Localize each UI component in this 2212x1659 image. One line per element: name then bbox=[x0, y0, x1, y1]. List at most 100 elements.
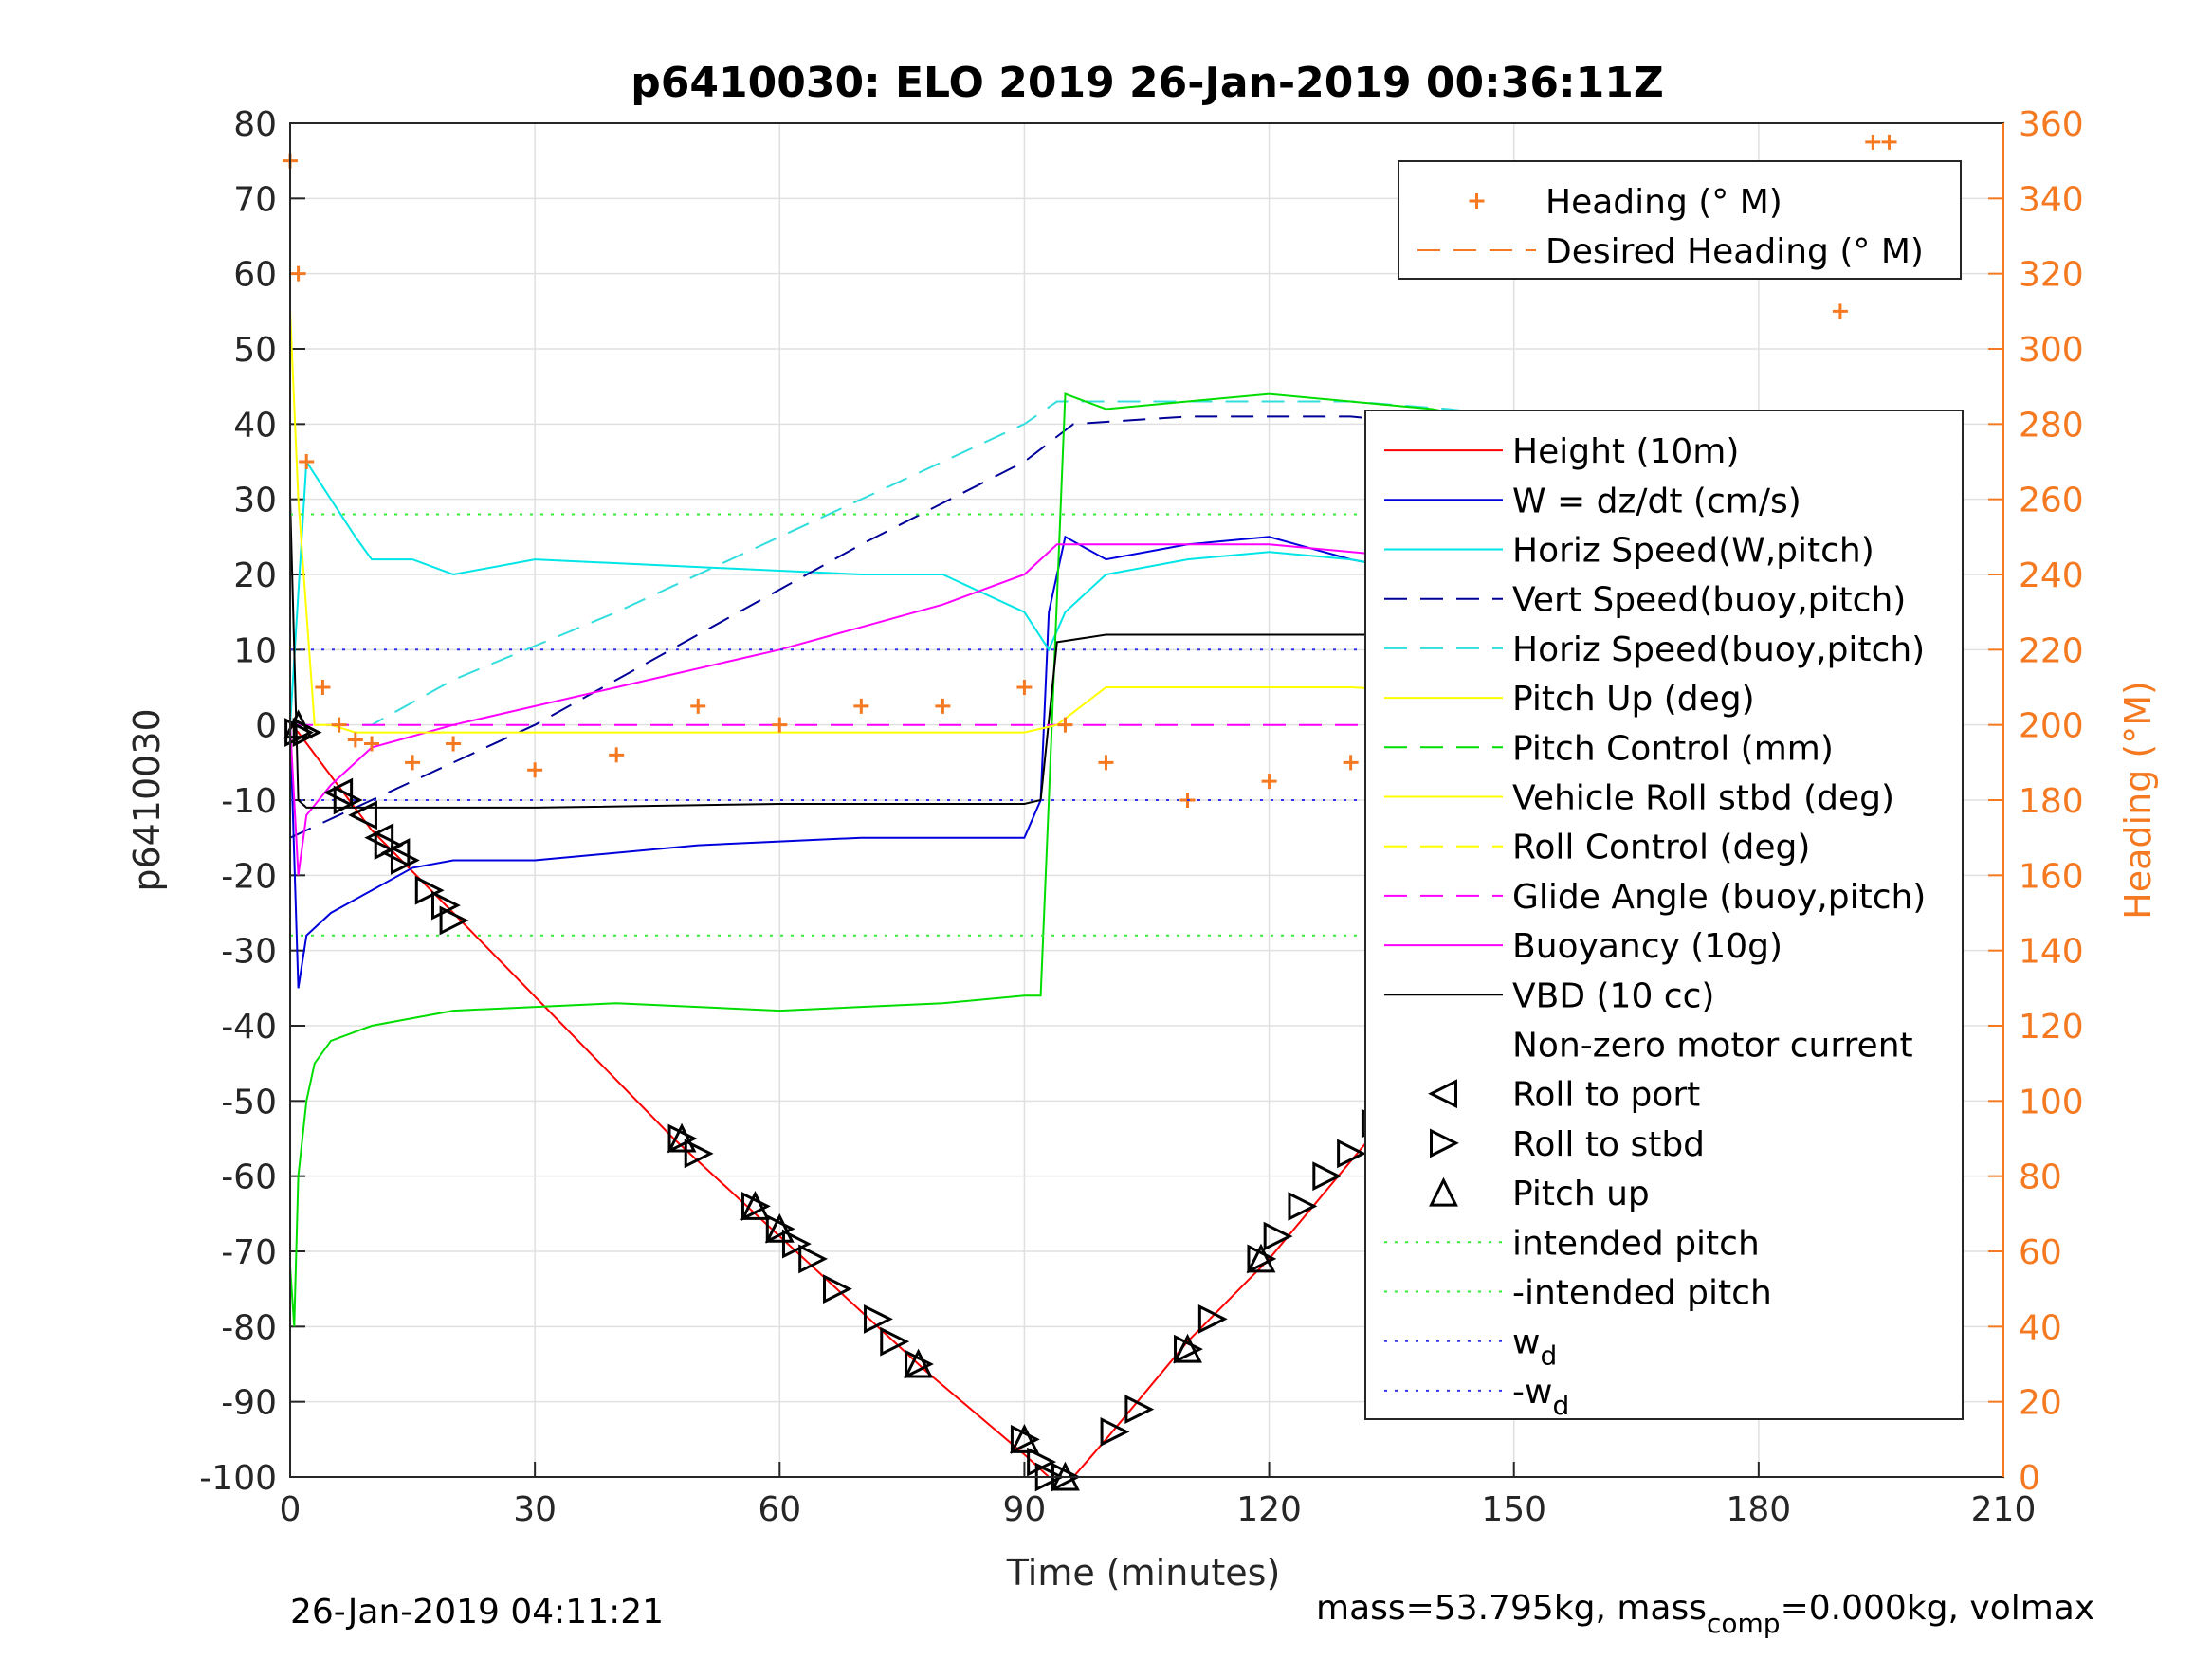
roll-stbd-marker bbox=[414, 875, 445, 905]
roll-stbd-marker bbox=[905, 1349, 934, 1379]
legend-swatch-plus bbox=[1469, 193, 1485, 209]
heading-point bbox=[347, 732, 363, 748]
legend-label: Pitch up bbox=[1512, 1175, 1650, 1213]
y2-tick-label: 280 bbox=[2019, 406, 2084, 445]
y-tick-label: 10 bbox=[233, 631, 277, 670]
y-tick-label: 70 bbox=[233, 180, 277, 219]
y2-tick-label: 300 bbox=[2019, 331, 2084, 370]
roll-port-marker bbox=[323, 777, 354, 808]
chart-title: p6410030: ELO 2019 26-Jan-2019 00:36:11Z bbox=[631, 59, 1663, 107]
y2-tick-label: 80 bbox=[2019, 1158, 2062, 1197]
heading-point bbox=[1016, 680, 1033, 695]
roll-port-marker bbox=[348, 800, 377, 830]
heading-point bbox=[609, 747, 625, 763]
y2-tick-label: 360 bbox=[2019, 105, 2084, 144]
legend-label-sub: d bbox=[1540, 1340, 1557, 1372]
y-tick-label: -80 bbox=[221, 1308, 277, 1347]
legend-swatch-tri-up bbox=[1429, 1176, 1458, 1207]
legend-label: Pitch Control (mm) bbox=[1512, 729, 1834, 768]
roll-stbd-marker bbox=[880, 1326, 910, 1357]
legend-label: intended pitch bbox=[1512, 1224, 1760, 1263]
roll-stbd-marker bbox=[1263, 1221, 1293, 1251]
footer-mass-sub: comp bbox=[1707, 1608, 1781, 1639]
legend-label: Heading (° M) bbox=[1545, 183, 1782, 222]
legend-label: Vert Speed(buoy,pitch) bbox=[1512, 581, 1906, 620]
y-axis-label: p6410030 bbox=[126, 708, 168, 891]
y2-tick-labels: 3603403203002802602402202001801601401201… bbox=[2019, 105, 2084, 1498]
footer-mass-main: mass=53.795kg, mass bbox=[1316, 1589, 1707, 1628]
y2-tick-label: 240 bbox=[2019, 556, 2084, 595]
y2-tick-label: 320 bbox=[2019, 256, 2084, 295]
roll-stbd-marker bbox=[439, 905, 469, 936]
heading-point bbox=[405, 755, 421, 771]
legend-label: Horiz Speed(buoy,pitch) bbox=[1512, 630, 1925, 669]
heading-point bbox=[772, 717, 788, 733]
legend-main-box bbox=[1364, 410, 1964, 1420]
legend-label: VBD (10 cc) bbox=[1512, 976, 1714, 1015]
pitch-up-marker bbox=[740, 1191, 770, 1220]
pitch-up-marker bbox=[764, 1212, 795, 1243]
y-tick-label: 50 bbox=[233, 331, 277, 370]
roll-stbd-marker bbox=[740, 1191, 771, 1221]
roll-port-marker bbox=[364, 823, 394, 853]
legend-label: Horiz Speed(W,pitch) bbox=[1512, 532, 1874, 571]
y2-tick-label: 340 bbox=[2019, 180, 2084, 219]
roll-stbd-marker bbox=[1010, 1424, 1040, 1454]
y-tick-label: 20 bbox=[233, 556, 277, 595]
footer-mass-tail: =0.000kg, volmax bbox=[1781, 1589, 2095, 1628]
y2-tick-label: 160 bbox=[2019, 857, 2084, 896]
x-tick-label: 120 bbox=[1236, 1490, 1302, 1529]
roll-stbd-marker bbox=[390, 846, 420, 875]
heading-point bbox=[315, 680, 331, 695]
legend-label: Buoyancy (10g) bbox=[1512, 927, 1782, 966]
roll-stbd-marker bbox=[1288, 1191, 1318, 1221]
heading-point bbox=[1881, 134, 1897, 150]
heading-point bbox=[364, 736, 380, 752]
heading-point bbox=[446, 736, 462, 752]
x-tick-label: 180 bbox=[1726, 1490, 1791, 1529]
y2-tick-label: 200 bbox=[2019, 707, 2084, 746]
legend-label: Vehicle Roll stbd (deg) bbox=[1512, 779, 1894, 818]
legend-label: Roll to port bbox=[1512, 1076, 1700, 1115]
y2-tick-label: 140 bbox=[2019, 933, 2084, 972]
legend-main: Height (10m) W = dz/dt (cm/s) Horiz Speed(… bbox=[1364, 410, 1964, 1421]
roll-stbd-marker bbox=[1174, 1334, 1203, 1364]
legend-label-main: w bbox=[1525, 1373, 1552, 1412]
y-tick-label: -90 bbox=[221, 1384, 277, 1423]
roll-stbd-marker bbox=[1312, 1161, 1343, 1192]
legend-swatch-tri-left bbox=[1428, 1079, 1457, 1109]
heading-point bbox=[527, 762, 543, 778]
legend-swatch-tri-right bbox=[1430, 1128, 1459, 1158]
y-tick-label: 30 bbox=[233, 482, 277, 520]
series-line-horiz-speed-buoy-pitch- bbox=[290, 400, 1881, 726]
roll-stbd-marker bbox=[798, 1244, 829, 1274]
y2-tick-label: 180 bbox=[2019, 782, 2084, 821]
legend-label: Roll Control (deg) bbox=[1512, 829, 1810, 867]
y-tick-label: 0 bbox=[255, 707, 277, 746]
y2-tick-label: 20 bbox=[2019, 1384, 2062, 1423]
y2-tick-label: 220 bbox=[2019, 631, 2084, 670]
legend-heading-box bbox=[1398, 160, 1962, 280]
roll-stbd-marker bbox=[333, 785, 363, 815]
roll-stbd-marker bbox=[1337, 1139, 1366, 1169]
y-tick-label: 40 bbox=[233, 406, 277, 445]
footer-timestamp: 26-Jan-2019 04:11:21 bbox=[290, 1593, 664, 1632]
legend-label: -wd bbox=[1512, 1373, 1569, 1421]
roll-stbd-marker bbox=[667, 1123, 698, 1154]
roll-stbd-marker bbox=[684, 1139, 714, 1169]
pitch-up-marker bbox=[1246, 1243, 1276, 1273]
y-tick-label: -10 bbox=[221, 782, 277, 821]
heading-point bbox=[290, 265, 306, 282]
legend-label: -intended pitch bbox=[1512, 1274, 1772, 1313]
legend-label: Desired Heading (° M) bbox=[1545, 232, 1924, 271]
roll-stbd-marker bbox=[1247, 1244, 1277, 1274]
heading-point bbox=[1261, 774, 1277, 790]
legend-label: Glide Angle (buoy,pitch) bbox=[1512, 878, 1926, 917]
x-tick-label: 90 bbox=[1003, 1490, 1047, 1529]
legend-heading: Heading (° M) Desired Heading (° M) bbox=[1398, 160, 1962, 280]
y2-tick-label: 60 bbox=[2019, 1233, 2062, 1272]
legend-label: Height (10m) bbox=[1512, 432, 1739, 471]
pitch-up-marker bbox=[1173, 1333, 1202, 1363]
legend-label: Roll to stbd bbox=[1512, 1125, 1705, 1164]
